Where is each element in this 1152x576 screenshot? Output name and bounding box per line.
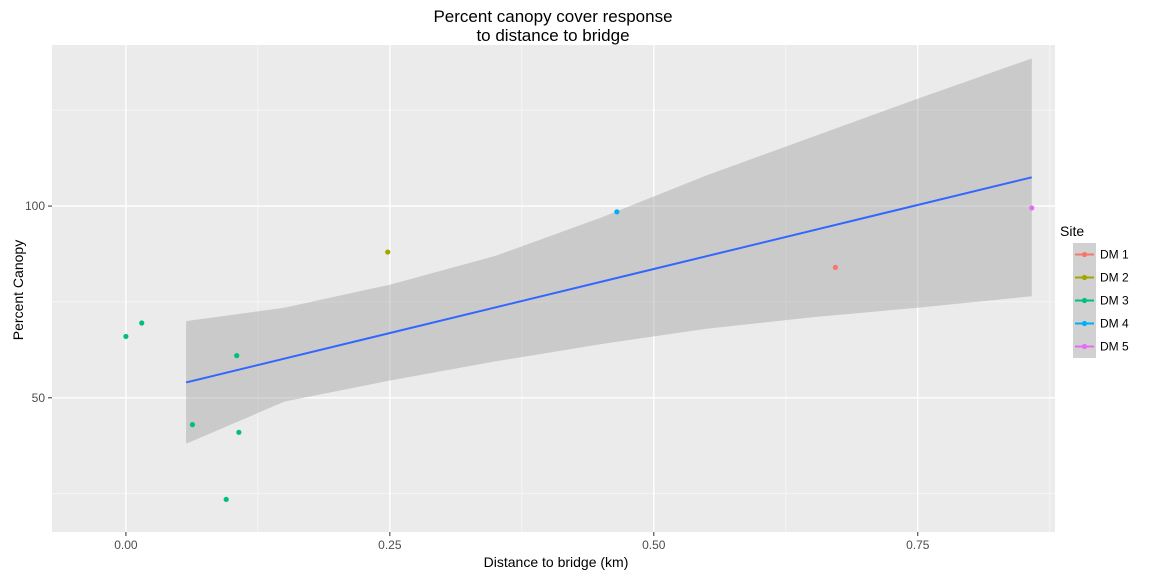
x-tick-label: 0.00 — [114, 538, 138, 552]
legend-key-point — [1081, 251, 1088, 258]
chart-title-line-2: to distance to bridge — [476, 26, 629, 45]
legend-key-point — [1081, 320, 1088, 327]
confidence-ribbon — [186, 58, 1032, 444]
data-point — [189, 422, 196, 428]
plot-panel — [52, 45, 1055, 532]
x-tick-label: 0.50 — [642, 538, 666, 552]
data-point — [1029, 205, 1035, 211]
data-point — [234, 353, 240, 359]
y-tick-label: 100 — [25, 199, 45, 213]
legend-key-point — [1081, 274, 1088, 281]
legend-label: DM 2 — [1100, 271, 1129, 285]
data-point — [123, 333, 129, 340]
y-axis-title: Percent Canopy — [10, 240, 26, 340]
data-point — [139, 320, 145, 326]
x-tick-label: 0.75 — [906, 538, 930, 552]
major-gridlines — [52, 45, 1055, 532]
legend-label: DM 3 — [1100, 294, 1129, 308]
legend-label: DM 4 — [1100, 317, 1129, 331]
x-tick-label: 0.25 — [378, 538, 402, 552]
x-axis-ticks: 0.00 0.25 0.50 0.75 — [114, 532, 930, 552]
y-axis-ticks: 50 100 — [25, 199, 52, 405]
legend-label: DM 1 — [1100, 248, 1129, 262]
y-tick-label: 50 — [32, 391, 46, 405]
data-points — [123, 205, 1035, 503]
data-point — [223, 496, 229, 503]
legend-key-point — [1081, 297, 1088, 304]
minor-gridlines — [52, 45, 1055, 532]
legend-keys: DM 1 DM 2 DM 3 DM 4 DM 5 — [1073, 243, 1129, 358]
data-point — [385, 249, 391, 255]
legend-title: Site — [1060, 223, 1084, 239]
legend: Site DM 1 DM 2 DM 3 DM 4 DM 5 — [1060, 223, 1129, 358]
legend-key-point — [1081, 343, 1088, 350]
data-point — [832, 264, 838, 271]
data-point — [614, 209, 620, 215]
legend-label: DM 5 — [1100, 340, 1129, 354]
regression-line — [185, 176, 1033, 384]
x-axis-title: Distance to bridge (km) — [484, 554, 629, 570]
data-point — [236, 429, 242, 435]
chart-title-line-1: Percent canopy cover response — [433, 7, 672, 26]
